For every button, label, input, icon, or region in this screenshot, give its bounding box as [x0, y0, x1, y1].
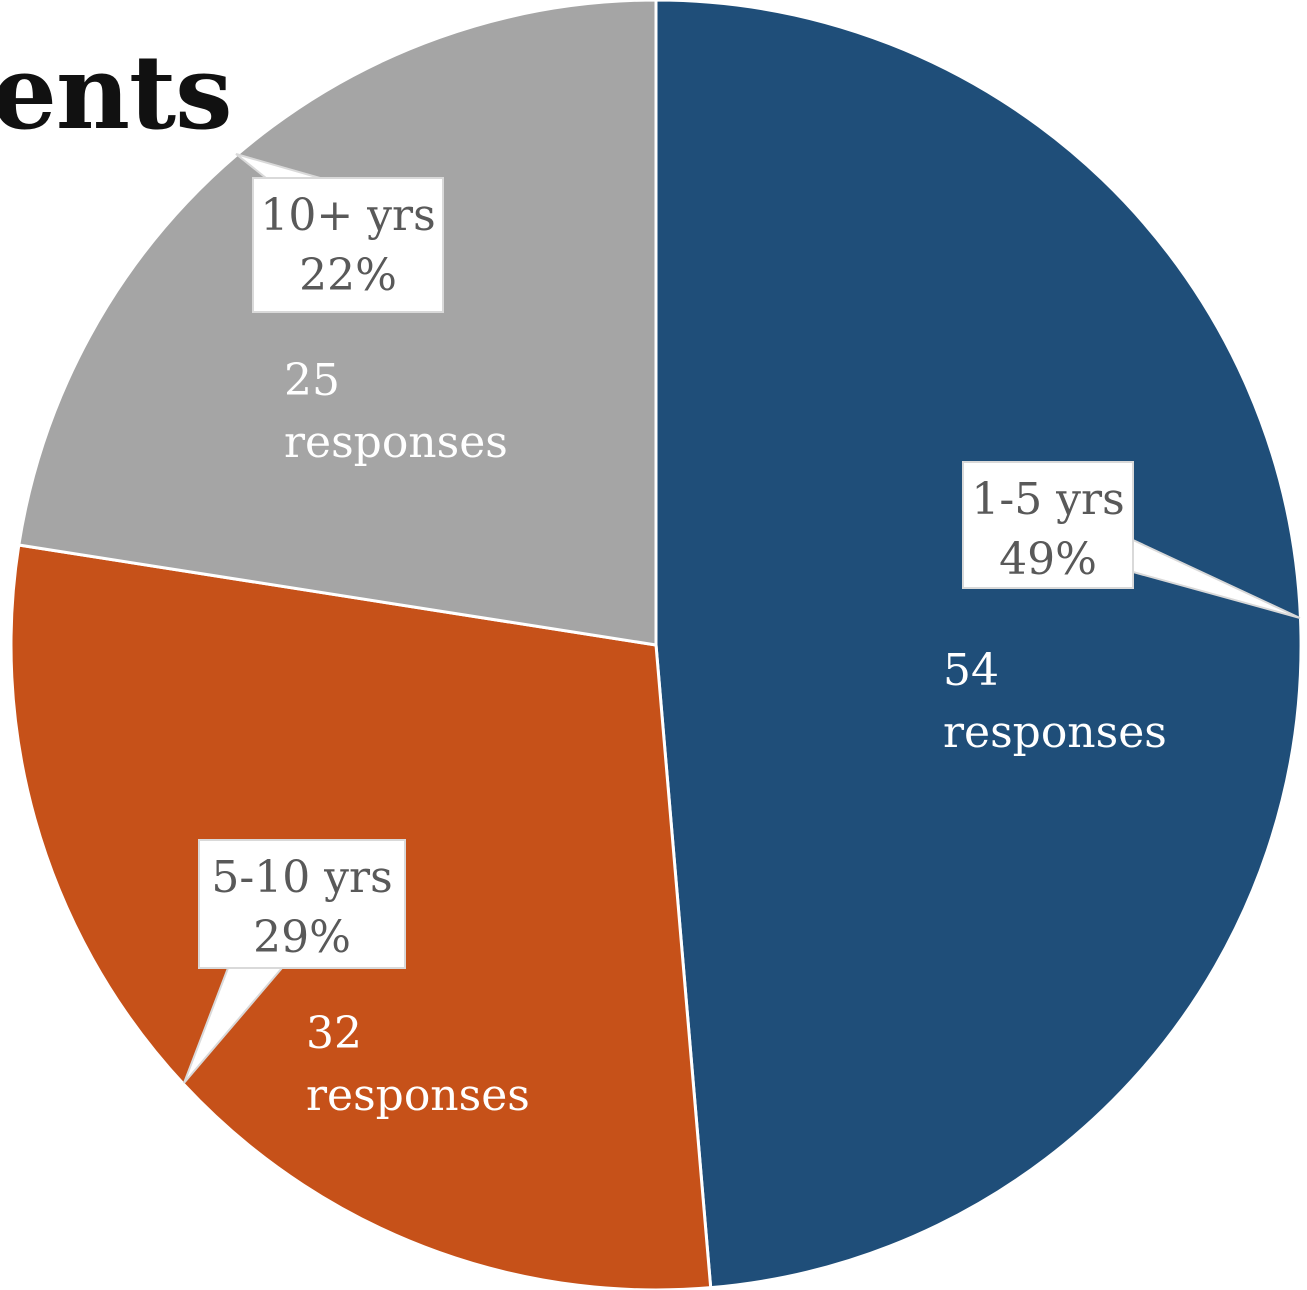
pie-slices [9, 0, 1303, 1290]
callout-1-5-yrs: 1-5 yrs 49% [962, 461, 1301, 619]
percent-label-10-plus-yrs: 22% [299, 250, 397, 301]
callout-10-plus-yrs: 10+ yrs 22% [235, 153, 444, 313]
percent-label-1-5-yrs: 49% [999, 534, 1097, 585]
percent-label-5-10-yrs: 29% [253, 912, 351, 963]
value-unit-10-plus-yrs: responses [284, 417, 508, 468]
category-label-5-10-yrs: 5-10 yrs [211, 852, 392, 903]
value-unit-1-5-yrs: responses [943, 707, 1167, 758]
value-unit-5-10-yrs: responses [306, 1070, 530, 1121]
value-count-5-10-yrs: 32 [306, 1008, 362, 1059]
callout-box-1-5-yrs [962, 461, 1134, 589]
value-label-10-plus-yrs: 25 responses [284, 355, 508, 468]
category-label-1-5-yrs: 1-5 yrs [971, 474, 1124, 525]
callout-5-10-yrs: 5-10 yrs 29% [183, 839, 406, 1084]
chart-title: ents [0, 33, 233, 153]
value-count-1-5-yrs: 54 [943, 645, 999, 696]
value-label-1-5-yrs: 54 responses [943, 645, 1167, 758]
pie-slice-10-plus-yrs [17, 0, 658, 647]
value-count-10-plus-yrs: 25 [284, 355, 340, 406]
pie-slice-1-5-yrs [654, 0, 1303, 1290]
value-label-5-10-yrs: 32 responses [306, 1008, 530, 1121]
callout-box-5-10-yrs [198, 839, 406, 969]
category-label-10-plus-yrs: 10+ yrs [260, 190, 435, 241]
callout-box-10-plus-yrs [252, 177, 444, 313]
